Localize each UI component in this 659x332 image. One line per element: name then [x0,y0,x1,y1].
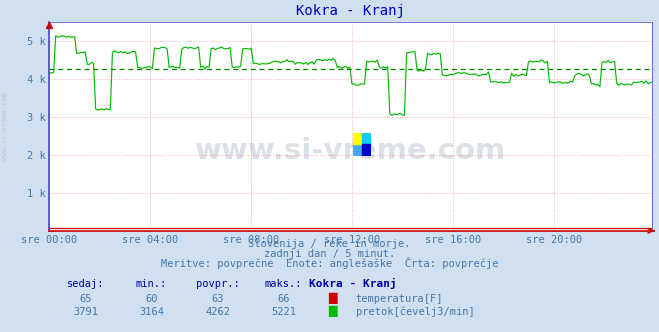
Bar [362,144,371,156]
Text: temperatura[F]: temperatura[F] [356,294,444,304]
Bar [353,133,362,144]
Text: Slovenija / reke in morje.: Slovenija / reke in morje. [248,239,411,249]
Text: Kokra - Kranj: Kokra - Kranj [308,278,397,289]
Text: 65: 65 [80,294,92,304]
Text: www.si-vreme.com: www.si-vreme.com [2,92,9,160]
Text: █: █ [329,305,337,317]
Text: povpr.:: povpr.: [196,279,239,289]
Text: pretok[čevelj3/min]: pretok[čevelj3/min] [356,306,474,317]
Text: maks.:: maks.: [265,279,302,289]
Text: 4262: 4262 [205,307,230,317]
Text: sedaj:: sedaj: [67,279,104,289]
Text: 66: 66 [277,294,289,304]
Text: █: █ [329,293,337,304]
Text: www.si-vreme.com: www.si-vreme.com [195,137,507,165]
Text: 60: 60 [146,294,158,304]
Text: 3791: 3791 [73,307,98,317]
Text: 63: 63 [212,294,223,304]
Text: Meritve: povprečne  Enote: anglešaške  Črta: povprečje: Meritve: povprečne Enote: anglešaške Črt… [161,257,498,269]
Text: min.:: min.: [136,279,167,289]
Bar [362,133,371,144]
Text: 3164: 3164 [139,307,164,317]
Text: zadnji dan / 5 minut.: zadnji dan / 5 minut. [264,249,395,259]
Polygon shape [353,133,371,156]
Title: Kokra - Kranj: Kokra - Kranj [297,4,405,18]
Text: 5221: 5221 [271,307,296,317]
